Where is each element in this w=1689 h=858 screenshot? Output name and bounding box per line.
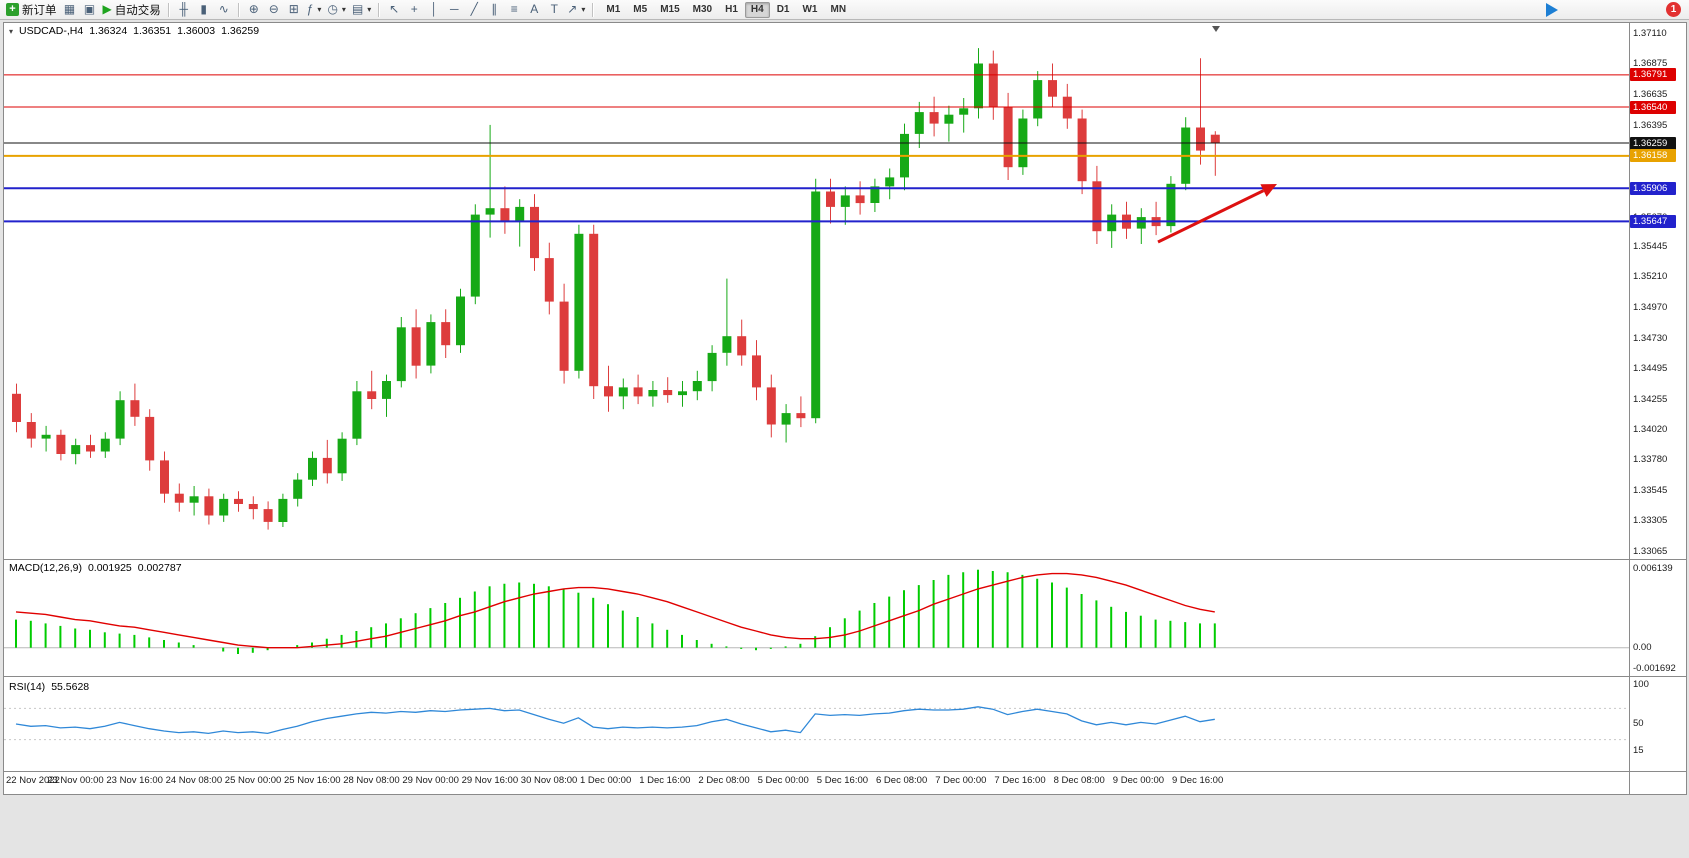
toolbar-separator xyxy=(592,2,595,17)
ohlc-high: 1.36351 xyxy=(133,25,172,37)
text-label-button[interactable]: T xyxy=(544,1,564,18)
timeframe-group: M1 M5 M15 M30 H1 H4 D1 W1 MN xyxy=(600,1,852,18)
arrows-button[interactable]: ↗ ▾ xyxy=(564,1,588,18)
indicators-button[interactable]: ƒ ▾ xyxy=(304,1,325,18)
new-order-button[interactable]: + 新订单 xyxy=(3,1,60,18)
chart-canvas[interactable] xyxy=(4,23,1686,794)
chevron-down-icon: ▾ xyxy=(317,5,322,14)
crosshair-icon: + xyxy=(410,2,418,16)
vertical-line-button[interactable]: │ xyxy=(424,1,444,18)
trend-arrow[interactable] xyxy=(1157,184,1277,244)
messenger-icon[interactable] xyxy=(1546,2,1558,17)
zoom-in-icon: ⊕ xyxy=(248,2,259,16)
fibonacci-button[interactable]: ≡ xyxy=(504,1,524,18)
main-toolbar: + 新订单 ▦ ▣ ▶ 自动交易 ╫ ▮ ∿ ⊕ ⊖ ⊞ ƒ ▾ ◷ ▾ ▤ ▾ ↖ … xyxy=(0,0,1689,20)
clock-icon: ◷ xyxy=(327,2,338,16)
arrows-icon: ↗ xyxy=(567,2,578,16)
macd-signal-value: 0.002787 xyxy=(137,562,182,574)
ohlc-open: 1.36324 xyxy=(89,25,128,37)
text-label-icon: T xyxy=(550,2,558,16)
chart-shift-marker[interactable] xyxy=(1212,26,1220,32)
zoom-out-button[interactable]: ⊖ xyxy=(264,1,284,18)
periods-button[interactable]: ◷ ▾ xyxy=(324,1,349,18)
timeframe-m15-button[interactable]: M15 xyxy=(654,2,685,18)
timeframe-m5-button[interactable]: M5 xyxy=(627,2,653,18)
ohlc-low: 1.36003 xyxy=(177,25,216,37)
chevron-down-icon: ▾ xyxy=(581,5,586,14)
horizontal-line-icon: ─ xyxy=(450,2,459,16)
chart-window[interactable]: 1.37110 1.36875 1.36635 1.36395 1.36155 1.359… xyxy=(3,22,1687,795)
toolbar-right: 1 xyxy=(1546,2,1681,17)
timeframe-d1-button[interactable]: D1 xyxy=(771,2,796,18)
charts-icon: ▦ xyxy=(63,2,76,16)
template-icon: ▤ xyxy=(351,2,364,16)
charts-button[interactable]: ▦ xyxy=(60,1,80,18)
notification-badge[interactable]: 1 xyxy=(1666,2,1681,17)
macd-header: MACD(12,26,9) 0.001925 0.002787 xyxy=(9,562,182,574)
zoom-in-button[interactable]: ⊕ xyxy=(244,1,264,18)
chart-header: ▾ USDCAD-,H4 1.36324 1.36351 1.36003 1.3… xyxy=(9,25,259,37)
toolbar-separator xyxy=(167,2,170,17)
new-order-icon: + xyxy=(6,3,19,16)
cursor-button[interactable]: ↖ xyxy=(384,1,404,18)
timeframe-w1-button[interactable]: W1 xyxy=(796,2,823,18)
ohlc-close: 1.36259 xyxy=(221,25,260,37)
text-button[interactable]: A xyxy=(524,1,544,18)
zoom-out-icon: ⊖ xyxy=(268,2,279,16)
macd-indicator xyxy=(4,569,1629,654)
trendline-icon: ╱ xyxy=(470,2,478,16)
tile-windows-icon: ⊞ xyxy=(288,2,299,16)
timeframe-m1-button[interactable]: M1 xyxy=(600,2,626,18)
timeframe-m30-button[interactable]: M30 xyxy=(687,2,718,18)
workspace: 1.37110 1.36875 1.36635 1.36395 1.36155 1.359… xyxy=(0,19,1689,858)
fibonacci-icon: ≡ xyxy=(510,2,518,16)
candlestick-icon: ▮ xyxy=(200,2,208,16)
rsi-title: RSI(14) xyxy=(9,681,46,693)
rsi-value: 55.5628 xyxy=(51,681,90,693)
line-chart-icon: ∿ xyxy=(218,2,229,16)
timeframe-h1-button[interactable]: H1 xyxy=(719,2,744,18)
candlestick-series xyxy=(12,48,1220,530)
bar-chart-button[interactable]: ╫ xyxy=(174,1,194,18)
panel-resize-handles[interactable] xyxy=(4,559,1686,772)
chevron-down-icon: ▾ xyxy=(341,5,346,14)
macd-value: 0.001925 xyxy=(87,562,132,574)
timeframe-h4-button[interactable]: H4 xyxy=(744,1,770,18)
timeframe-mn-button[interactable]: MN xyxy=(824,2,852,18)
auto-trading-icon: ▶ xyxy=(102,2,112,16)
auto-trading-label: 自动交易 xyxy=(114,4,161,17)
chevron-down-icon: ▾ xyxy=(367,5,372,14)
indicators-icon: ƒ xyxy=(306,2,314,16)
channel-button[interactable]: ∥ xyxy=(484,1,504,18)
toolbar-separator xyxy=(378,2,381,17)
crosshair-button[interactable]: + xyxy=(404,1,424,18)
candlestick-chart-button[interactable]: ▮ xyxy=(194,1,214,18)
cursor-icon: ↖ xyxy=(389,2,400,16)
tile-windows-button[interactable]: ⊞ xyxy=(284,1,304,18)
horizontal-line-button[interactable]: ─ xyxy=(444,1,464,18)
horizontal-lines[interactable] xyxy=(4,74,1629,223)
profile-button[interactable]: ▣ xyxy=(80,1,100,18)
bar-chart-icon: ╫ xyxy=(179,2,188,16)
chart-menu-icon[interactable]: ▾ xyxy=(9,26,14,36)
line-chart-button[interactable]: ∿ xyxy=(214,1,234,18)
trendline-button[interactable]: ╱ xyxy=(464,1,484,18)
macd-title: MACD(12,26,9) xyxy=(9,562,82,574)
templates-button[interactable]: ▤ ▾ xyxy=(349,1,374,18)
new-order-label: 新订单 xyxy=(22,4,57,17)
channel-icon: ∥ xyxy=(491,2,498,16)
auto-trading-button[interactable]: ▶ 自动交易 xyxy=(100,1,164,18)
toolbar-separator xyxy=(237,2,240,17)
rsi-indicator xyxy=(4,706,1629,741)
rsi-header: RSI(14) 55.5628 xyxy=(9,681,89,693)
vertical-line-icon: │ xyxy=(430,2,439,16)
profile-icon: ▣ xyxy=(83,2,96,16)
text-icon: A xyxy=(530,2,539,16)
chart-title: USDCAD-,H4 xyxy=(19,25,84,37)
